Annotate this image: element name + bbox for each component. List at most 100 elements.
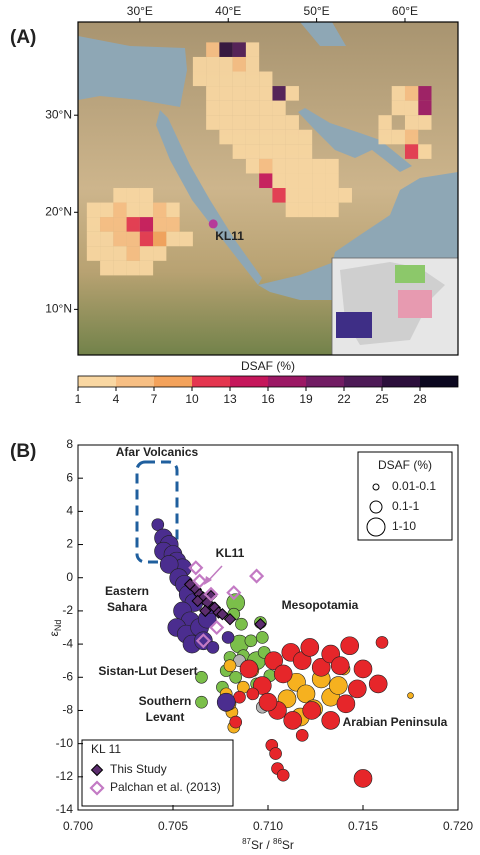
dsaf-cell	[245, 100, 260, 116]
dsaf-cell	[86, 246, 101, 261]
dsaf-cell	[298, 173, 313, 189]
colorbar-frame	[77, 375, 459, 388]
colorbar-bin	[420, 376, 458, 387]
dsaf-cell	[285, 188, 299, 203]
dsaf-cell	[272, 86, 286, 101]
dsaf-cell	[404, 115, 419, 130]
point	[226, 585, 242, 601]
dsaf-cell	[245, 86, 260, 101]
colorbar-bin	[78, 376, 116, 387]
dsaf-cell	[139, 246, 154, 261]
dsaf-cell	[113, 246, 127, 261]
colorbar-bin	[230, 376, 268, 387]
dsaf-cell	[391, 86, 405, 101]
dsaf-cell	[325, 173, 339, 189]
dsaf-cell	[139, 217, 154, 232]
site-label: KL11	[215, 229, 244, 243]
legend-label: This Study	[110, 762, 167, 776]
colorbar-tick-label: 22	[337, 392, 351, 406]
colorbar-tick-label: 10	[185, 392, 199, 406]
point	[328, 676, 348, 695]
dsaf-cell	[139, 231, 154, 247]
dsaf-cell	[126, 246, 140, 261]
legend	[81, 739, 234, 807]
point	[347, 679, 367, 699]
dsaf-cell	[298, 202, 313, 218]
point	[249, 568, 265, 584]
y-tick-label: 6	[66, 470, 73, 484]
dsaf-cell	[100, 246, 114, 261]
dsaf-cell	[139, 188, 154, 203]
point	[276, 768, 290, 782]
point	[283, 711, 303, 730]
dsaf-cell	[126, 217, 140, 232]
x-axis-label-sup: 87	[242, 837, 251, 846]
point	[273, 664, 293, 684]
dsaf-cell	[245, 144, 260, 159]
dsaf-cell	[298, 144, 313, 159]
point	[195, 633, 211, 649]
dsaf-cell	[259, 100, 273, 116]
dsaf-cell	[259, 86, 273, 101]
dsaf-cell	[404, 144, 419, 159]
point	[239, 659, 259, 679]
map-lon-label: 50°E	[304, 4, 330, 18]
dsaf-cell	[139, 202, 154, 218]
dsaf-cell	[245, 158, 260, 174]
dsaf-cell	[285, 144, 299, 159]
map-lat-label: 20°N	[45, 204, 72, 218]
point	[255, 631, 269, 644]
size-legend-label: 0.1-1	[392, 499, 420, 513]
point	[188, 560, 204, 576]
dsaf-cell	[404, 100, 419, 116]
point	[216, 692, 236, 712]
point	[321, 711, 341, 730]
y-axis-label: εNd	[47, 620, 63, 637]
dsaf-cell	[272, 144, 286, 159]
dsaf-cell	[391, 129, 405, 145]
annotation: Southern	[139, 694, 192, 708]
legend-title: KL 11	[91, 742, 121, 756]
dsaf-cell	[219, 129, 233, 145]
x-tick-label: 0.710	[253, 819, 283, 833]
annotation: Mesopotamia	[282, 598, 359, 612]
y-tick-label: -14	[56, 802, 74, 816]
x-axis-label-main: Sr /	[251, 838, 273, 852]
dsaf-cell	[166, 202, 180, 218]
y-tick-label: 8	[66, 437, 73, 451]
dsaf-cell	[418, 86, 432, 101]
colorbar-tick-label: 28	[413, 392, 427, 406]
dsaf-cell	[86, 231, 101, 247]
point	[199, 604, 212, 618]
dsaf-cell	[259, 173, 273, 189]
dsaf-cell	[312, 158, 326, 174]
dsaf-cell	[86, 202, 101, 218]
dsaf-cell	[206, 115, 220, 130]
y-tick-label: -6	[62, 669, 73, 683]
dsaf-cell	[272, 115, 286, 130]
legend-marker	[89, 780, 105, 796]
dsaf-cell	[245, 71, 260, 87]
dsaf-cell	[232, 100, 246, 116]
y-tick-label: -12	[56, 769, 74, 783]
y-tick-label: 2	[66, 537, 73, 551]
x-tick-label: 0.700	[63, 819, 93, 833]
inset-cells	[336, 312, 372, 338]
dsaf-cell	[325, 158, 339, 174]
dsaf-cell	[139, 260, 154, 276]
y-axis-label-sub: Nd	[53, 620, 63, 632]
dsaf-cell	[206, 71, 220, 87]
dsaf-cell	[153, 202, 167, 218]
dsaf-cell	[86, 217, 101, 232]
size-legend-marker	[372, 483, 380, 491]
colorbar-bin	[192, 376, 230, 387]
colorbar-tick-label: 16	[261, 392, 275, 406]
point	[311, 658, 331, 677]
inset-cells	[398, 290, 432, 318]
dsaf-cell	[232, 86, 246, 101]
dsaf-cell	[404, 129, 419, 145]
y-tick-label: 0	[66, 570, 73, 584]
size-legend-title: DSAF (%)	[378, 458, 432, 472]
legend-label: Palchan et al. (2013)	[110, 780, 221, 794]
point	[264, 651, 284, 670]
